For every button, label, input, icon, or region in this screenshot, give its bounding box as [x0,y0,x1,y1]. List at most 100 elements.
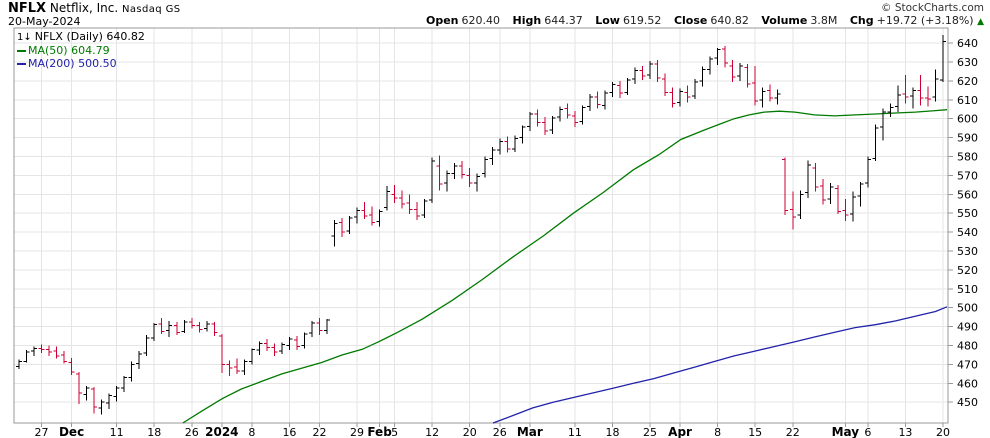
ohlc-bar [571,111,578,128]
legend-ma50-text: MA(50) 604.79 [28,44,110,57]
x-axis-label: 11 [110,426,124,438]
x-axis-label: 27 [35,426,49,438]
ohlc-bar [879,108,886,141]
ohlc-bar [519,125,526,144]
y-axis-label: 450 [957,396,978,409]
ohlc-bar [301,332,308,349]
high-label: High [512,14,542,27]
ticker-symbol: NFLX [8,1,47,16]
ohlc-bar [669,87,676,108]
x-axis-label: 26 [493,426,507,438]
ohlc-bars-icon: 1↓ [17,32,32,43]
ohlc-bar [887,103,894,117]
ohlc-bar [61,351,68,364]
ohlc-bar [744,63,751,88]
y-axis-label: 550 [957,207,978,220]
ohlc-bar [789,191,796,230]
ohlc-bar [136,351,143,370]
x-axis-label: 6 [864,426,871,438]
ohlc-bar [466,167,473,187]
ohlc-bar [16,359,22,370]
ohlc-bar [834,184,841,215]
x-axis-label: 12 [425,426,439,438]
copyright-note: © StockCharts.com [881,2,984,14]
ohlc-bar [714,47,721,65]
ohlc-bar [699,66,706,87]
ohlc-bar [894,85,901,113]
ma50-line [182,109,948,424]
ohlc-bar [354,207,361,224]
ohlc-bar [782,157,789,216]
ohlc-bar [31,346,38,356]
ohlc-bar [729,60,736,82]
ohlc-bar [196,321,203,333]
ohlc-bar [474,173,481,192]
ohlc-bar [909,87,916,109]
ohlc-bar [707,56,714,75]
ohlc-bar [609,81,616,97]
ohlc-bar [384,185,391,211]
ohlc-bar [76,371,83,405]
x-axis-label: 2024 [205,425,238,438]
ohlc-bar [278,342,285,355]
legend-ma200-row: MA(200) 500.50 [17,57,145,70]
ohlc-bar [827,182,834,204]
y-axis-label: 620 [957,75,978,88]
ohlc-bar [369,206,376,226]
ohlc-bar [173,321,180,336]
ohlc-bar [113,386,120,402]
ohlc-bar [286,337,293,351]
ohlc-bar [339,217,346,237]
ohlc-bar [263,338,270,352]
y-axis-label: 540 [957,226,978,239]
ohlc-bar [46,345,53,356]
y-axis-label: 500 [957,302,978,315]
ohlc-bar [143,335,150,356]
y-axis-label: 590 [957,132,978,145]
ohlc-bar [256,341,263,355]
ohlc-bar [271,343,278,356]
ohlc-bar [158,318,165,335]
x-axis-label: 18 [147,426,161,438]
x-axis-label: 20 [463,426,477,438]
ohlc-bar [188,318,195,329]
ohlc-bar [106,393,113,409]
ohlc-bar [203,320,210,332]
quote-summary-row: Open 620.40 High 644.37 Low 619.52 Close 640… [426,14,984,27]
ohlc-bar [98,399,105,415]
ohlc-bar [444,170,451,192]
ohlc-bar [684,85,691,103]
ohlc-bar [496,138,503,155]
ohlc-bar [248,348,255,365]
y-axis-label: 460 [957,377,978,390]
x-axis-label: 8 [714,426,721,438]
ohlc-bar [902,75,909,104]
ohlc-bar [819,179,826,205]
ohlc-bar [692,79,699,99]
ohlc-bar [752,65,759,106]
ma200-line-swatch [17,63,26,65]
legend-ma200-text: MA(200) 500.50 [28,57,117,70]
x-axis-label: 8 [248,426,255,438]
close-value: 640.82 [710,14,749,27]
ohlc-bar [489,147,496,166]
ohlc-bar [361,201,368,219]
x-axis-label: 13 [898,426,912,438]
chg-label: Chg [849,14,874,27]
ohlc-bar [677,88,684,107]
x-axis-label: 25 [643,426,657,438]
ohlc-bar [226,360,233,376]
ohlc-bar [23,350,30,363]
ohlc-bar [556,106,563,122]
x-axis-label: 20 [936,426,950,438]
x-axis-label: Apr [668,425,692,438]
exchange-name: Nasdaq GS [121,4,181,15]
plot-border [13,27,949,424]
y-axis-label: 470 [957,358,978,371]
ohlc-bar [211,321,218,337]
ohlc-bar [406,194,413,215]
ohlc-bar [864,156,871,188]
ohlc-bar [331,219,338,247]
ma50-line-swatch [17,50,26,52]
